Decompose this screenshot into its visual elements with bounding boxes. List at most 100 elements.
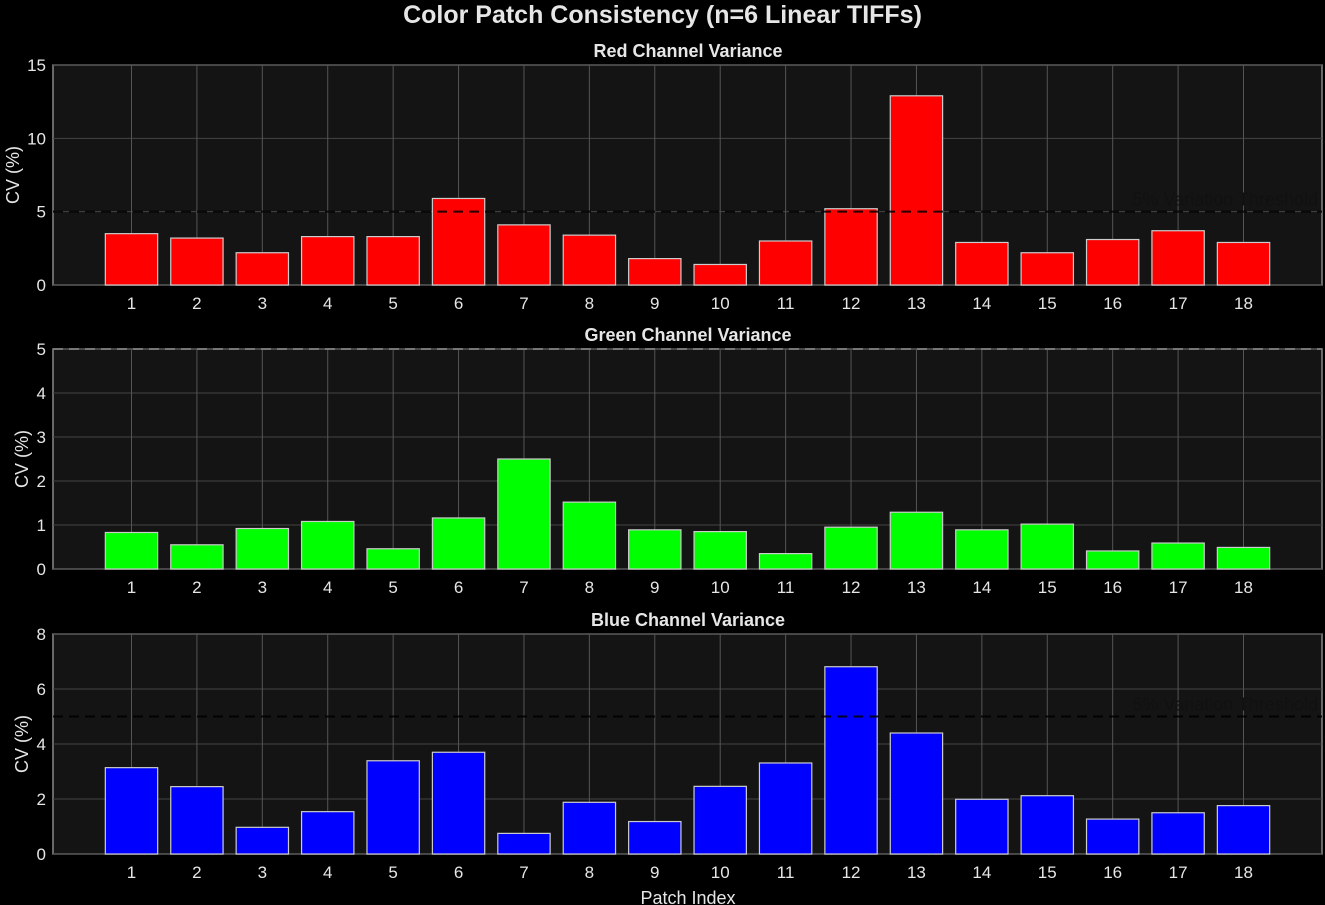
x-tick-label: 1 bbox=[127, 294, 136, 310]
x-tick-label: 4 bbox=[323, 863, 332, 882]
x-axis-label: Patch Index bbox=[640, 888, 735, 905]
x-tick-label: 16 bbox=[1103, 294, 1122, 310]
bar bbox=[758, 240, 813, 286]
bar bbox=[300, 236, 355, 286]
x-tick-label: 3 bbox=[258, 578, 267, 594]
bar bbox=[758, 762, 813, 855]
x-tick-label: 8 bbox=[585, 578, 594, 594]
bar bbox=[628, 258, 682, 286]
panel-title: Blue Channel Variance bbox=[591, 610, 785, 630]
bar bbox=[1151, 542, 1205, 570]
bar bbox=[562, 501, 617, 570]
bar bbox=[1151, 812, 1205, 855]
threshold-label: 5% Variation Threshold bbox=[1133, 695, 1318, 715]
x-tick-label: 3 bbox=[258, 863, 267, 882]
x-tick-label: 7 bbox=[519, 863, 528, 882]
x-tick-label: 14 bbox=[972, 863, 991, 882]
x-tick-label: 14 bbox=[972, 578, 991, 594]
bar bbox=[1020, 795, 1075, 855]
figure-title: Color Patch Consistency (n=6 Linear TIFF… bbox=[403, 1, 922, 29]
x-tick-label: 15 bbox=[1038, 294, 1057, 310]
x-tick-label: 11 bbox=[777, 578, 795, 594]
x-tick-label: 7 bbox=[519, 578, 528, 594]
x-tick-label: 9 bbox=[650, 294, 659, 310]
x-tick-label: 5 bbox=[388, 294, 397, 310]
x-tick-label: 18 bbox=[1234, 863, 1253, 882]
bar bbox=[497, 832, 551, 855]
x-tick-label: 3 bbox=[258, 294, 267, 310]
x-tick-label: 6 bbox=[454, 578, 463, 594]
bar bbox=[170, 237, 224, 286]
bar bbox=[300, 520, 355, 570]
bar bbox=[693, 531, 747, 570]
x-tick-label: 18 bbox=[1234, 578, 1253, 594]
x-tick-label: 17 bbox=[1169, 294, 1188, 310]
y-tick-label: 3 bbox=[37, 428, 46, 447]
y-axis-label: CV (%) bbox=[12, 430, 32, 488]
bar bbox=[431, 517, 486, 570]
y-tick-label: 2 bbox=[37, 790, 46, 809]
x-tick-label: 11 bbox=[777, 863, 795, 882]
x-tick-label: 11 bbox=[777, 294, 795, 310]
x-tick-label: 15 bbox=[1038, 578, 1057, 594]
bar bbox=[497, 224, 551, 286]
y-tick-label: 4 bbox=[37, 735, 46, 754]
y-tick-label: 0 bbox=[37, 560, 46, 579]
x-tick-label: 10 bbox=[711, 294, 730, 310]
bar bbox=[758, 553, 813, 570]
x-tick-label: 12 bbox=[842, 294, 861, 310]
x-tick-label: 7 bbox=[519, 294, 528, 310]
bar bbox=[693, 263, 747, 286]
y-tick-label: 6 bbox=[37, 680, 46, 699]
bar bbox=[628, 529, 682, 570]
bar bbox=[104, 233, 159, 286]
x-tick-label: 10 bbox=[711, 578, 730, 594]
bar bbox=[366, 760, 420, 855]
bar bbox=[497, 458, 551, 570]
y-tick-label: 15 bbox=[27, 56, 46, 75]
bar bbox=[235, 826, 290, 855]
bar bbox=[562, 801, 617, 855]
y-tick-label: 8 bbox=[37, 625, 46, 644]
y-tick-label: 2 bbox=[37, 472, 46, 491]
bar bbox=[170, 544, 224, 570]
x-tick-label: 2 bbox=[192, 578, 201, 594]
bar bbox=[693, 785, 747, 855]
bar bbox=[824, 526, 878, 570]
x-tick-label: 4 bbox=[323, 578, 332, 594]
bar bbox=[955, 241, 1009, 286]
x-tick-label: 6 bbox=[454, 863, 463, 882]
x-tick-label: 2 bbox=[192, 294, 201, 310]
bar bbox=[1020, 523, 1075, 570]
bar bbox=[1085, 550, 1140, 570]
panel-title: Red Channel Variance bbox=[593, 41, 782, 61]
x-tick-label: 10 bbox=[711, 863, 730, 882]
bar bbox=[889, 95, 944, 286]
x-tick-label: 9 bbox=[650, 578, 659, 594]
x-tick-label: 1 bbox=[127, 863, 136, 882]
y-tick-label: 1 bbox=[37, 516, 46, 535]
bar bbox=[104, 767, 159, 855]
bar bbox=[955, 529, 1009, 570]
y-axis-label: CV (%) bbox=[3, 146, 23, 204]
bar bbox=[1216, 805, 1271, 855]
x-tick-label: 16 bbox=[1103, 863, 1122, 882]
bar bbox=[1085, 818, 1140, 855]
x-tick-label: 5 bbox=[388, 863, 397, 882]
x-tick-label: 8 bbox=[585, 294, 594, 310]
x-tick-label: 17 bbox=[1169, 578, 1188, 594]
x-tick-label: 8 bbox=[585, 863, 594, 882]
bar bbox=[889, 511, 944, 570]
y-tick-label: 5 bbox=[37, 340, 46, 359]
x-tick-label: 1 bbox=[127, 578, 136, 594]
x-tick-label: 12 bbox=[842, 863, 861, 882]
bar bbox=[1020, 252, 1075, 286]
x-tick-label: 17 bbox=[1169, 863, 1188, 882]
bar bbox=[1216, 546, 1271, 570]
bar bbox=[300, 811, 355, 855]
x-tick-label: 16 bbox=[1103, 578, 1122, 594]
x-tick-label: 9 bbox=[650, 863, 659, 882]
x-tick-label: 2 bbox=[192, 863, 201, 882]
threshold-label: 5% Variation Threshold bbox=[1133, 190, 1318, 210]
